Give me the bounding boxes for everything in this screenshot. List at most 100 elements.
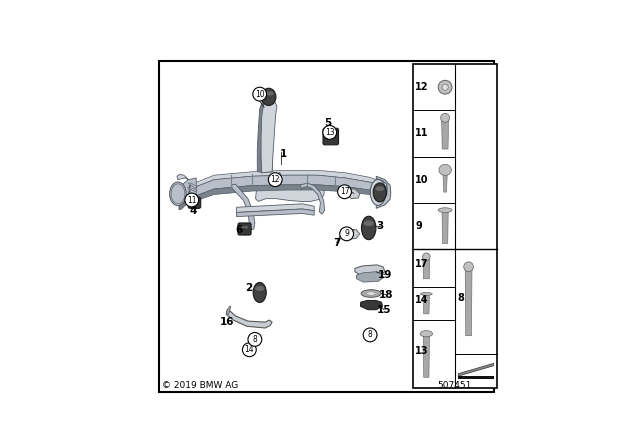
Polygon shape [177,174,188,180]
Text: 8: 8 [368,331,372,340]
Text: 1: 1 [280,149,287,159]
Circle shape [464,262,474,271]
Polygon shape [188,188,197,192]
Ellipse shape [271,176,280,186]
FancyBboxPatch shape [413,64,497,388]
Text: 7: 7 [333,238,340,248]
Text: 15: 15 [376,305,391,315]
Ellipse shape [373,183,387,202]
Text: 13: 13 [415,346,429,356]
Text: 3: 3 [377,221,384,231]
FancyBboxPatch shape [323,128,339,145]
Text: 2: 2 [245,283,252,293]
Polygon shape [190,185,387,203]
Ellipse shape [371,180,386,205]
FancyBboxPatch shape [191,200,198,202]
Text: 16: 16 [220,317,234,327]
Polygon shape [257,99,265,173]
Circle shape [442,84,448,90]
Circle shape [438,80,452,94]
Polygon shape [465,267,472,336]
Ellipse shape [366,292,376,295]
Text: 14: 14 [244,345,254,354]
Ellipse shape [438,208,452,212]
Polygon shape [255,173,324,202]
Polygon shape [423,257,430,279]
Polygon shape [179,185,190,210]
Polygon shape [423,294,429,314]
Polygon shape [226,310,272,328]
Circle shape [422,253,430,261]
Circle shape [440,113,449,122]
FancyBboxPatch shape [241,226,248,228]
Ellipse shape [253,283,266,302]
Polygon shape [344,189,360,198]
Text: 19: 19 [378,270,392,280]
Circle shape [248,332,262,346]
Text: 507451: 507451 [438,381,472,390]
Text: 18: 18 [379,289,393,300]
Circle shape [340,227,353,241]
FancyBboxPatch shape [159,60,493,392]
Ellipse shape [261,88,276,106]
Text: 6: 6 [236,225,243,235]
Text: 11: 11 [415,129,429,138]
Polygon shape [232,184,255,230]
Polygon shape [355,265,385,276]
Ellipse shape [364,220,374,226]
Polygon shape [237,204,314,212]
Ellipse shape [420,293,432,295]
Circle shape [323,125,337,139]
FancyBboxPatch shape [238,223,251,235]
Ellipse shape [361,290,381,297]
Polygon shape [442,118,449,149]
Text: 17: 17 [415,259,429,269]
Circle shape [369,332,374,338]
Polygon shape [360,301,383,310]
Ellipse shape [375,186,385,191]
Ellipse shape [362,216,376,240]
Polygon shape [423,334,429,377]
Polygon shape [443,176,447,192]
Circle shape [185,193,198,207]
Polygon shape [190,175,387,198]
Text: 12: 12 [415,82,429,92]
Ellipse shape [170,182,186,206]
Circle shape [250,334,261,345]
Circle shape [365,329,376,340]
Text: 11: 11 [187,195,196,205]
Polygon shape [442,210,448,244]
Polygon shape [188,198,197,204]
Ellipse shape [171,184,185,204]
Text: 9: 9 [344,229,349,238]
Text: 13: 13 [325,128,335,137]
Polygon shape [300,183,324,214]
Circle shape [338,185,351,198]
Polygon shape [458,376,493,379]
Text: 17: 17 [340,187,349,196]
Circle shape [363,328,377,342]
FancyBboxPatch shape [188,197,201,208]
Ellipse shape [273,177,278,180]
Text: 5: 5 [324,118,332,129]
Text: 12: 12 [271,175,280,184]
Text: 9: 9 [415,221,422,231]
Polygon shape [458,363,493,376]
Polygon shape [261,98,277,173]
Polygon shape [178,178,196,202]
Ellipse shape [439,164,451,176]
FancyBboxPatch shape [327,132,335,136]
Circle shape [253,336,259,342]
Polygon shape [237,209,314,216]
Circle shape [253,87,267,101]
Polygon shape [341,230,360,239]
Text: 14: 14 [415,295,429,305]
Text: © 2019 BMW AG: © 2019 BMW AG [163,381,239,390]
Polygon shape [261,98,276,173]
Polygon shape [188,194,197,200]
Ellipse shape [189,202,200,209]
Polygon shape [356,272,383,282]
Text: 10: 10 [415,175,429,185]
Text: 4: 4 [189,207,196,216]
Ellipse shape [264,91,274,95]
